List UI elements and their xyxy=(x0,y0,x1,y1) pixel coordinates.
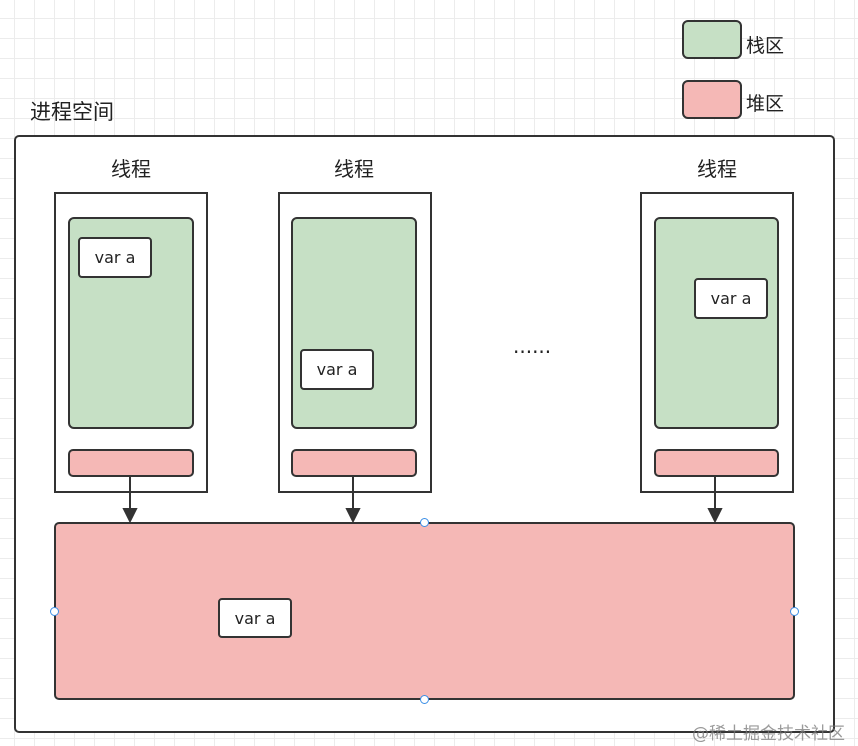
watermark: @稀土掘金技术社区 xyxy=(692,724,845,744)
legend-stack-swatch xyxy=(682,20,742,59)
thread-heap-ref xyxy=(68,449,194,477)
thread-label: 线程 xyxy=(111,157,151,181)
thread-label: 线程 xyxy=(334,157,374,181)
stack-var: var a xyxy=(300,349,374,390)
legend-heap-label: 堆区 xyxy=(746,93,785,115)
thread-heap-ref xyxy=(654,449,779,477)
thread-stack xyxy=(291,217,417,429)
legend-stack-label: 栈区 xyxy=(746,35,785,57)
resize-handle-bottom[interactable] xyxy=(420,695,429,704)
process-title: 进程空间 xyxy=(30,100,114,124)
thread-stack xyxy=(654,217,779,429)
resize-handle-top[interactable] xyxy=(420,518,429,527)
heap-area[interactable] xyxy=(54,522,795,700)
ellipsis: ...... xyxy=(513,334,552,358)
thread-heap-ref xyxy=(291,449,417,477)
resize-handle-left[interactable] xyxy=(50,607,59,616)
resize-handle-right[interactable] xyxy=(790,607,799,616)
stack-var: var a xyxy=(78,237,152,278)
stack-var: var a xyxy=(694,278,768,319)
legend-heap-swatch xyxy=(682,80,742,119)
thread-label: 线程 xyxy=(697,157,737,181)
heap-var: var a xyxy=(218,598,292,638)
arrow-head-icon xyxy=(345,508,361,524)
arrow-head-icon xyxy=(122,508,138,524)
arrow-head-icon xyxy=(707,508,723,524)
